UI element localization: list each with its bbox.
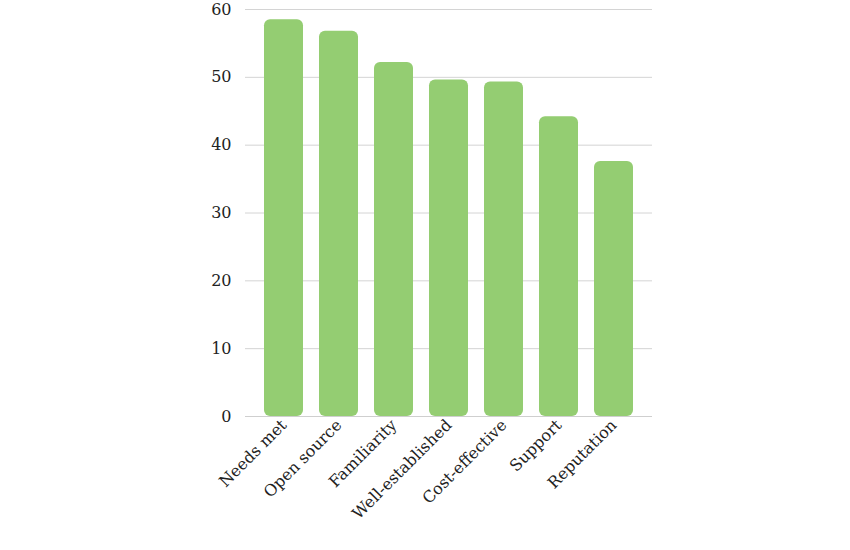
svg-text:50: 50 [211,67,231,86]
svg-text:30: 30 [211,203,231,222]
svg-text:Well-established: Well-established [348,416,455,523]
svg-text:Open source: Open source [260,416,346,502]
svg-text:40: 40 [211,135,231,154]
svg-text:Needs met: Needs met [215,415,291,491]
svg-text:Reputation: Reputation [544,416,621,493]
svg-text:Cost-effective: Cost-effective [418,416,510,508]
svg-text:60: 60 [211,0,231,19]
svg-text:20: 20 [211,271,231,290]
svg-text:Familiarity: Familiarity [324,415,401,492]
svg-text:0: 0 [221,407,231,426]
svg-text:Support: Support [505,415,566,476]
svg-text:10: 10 [211,339,231,358]
